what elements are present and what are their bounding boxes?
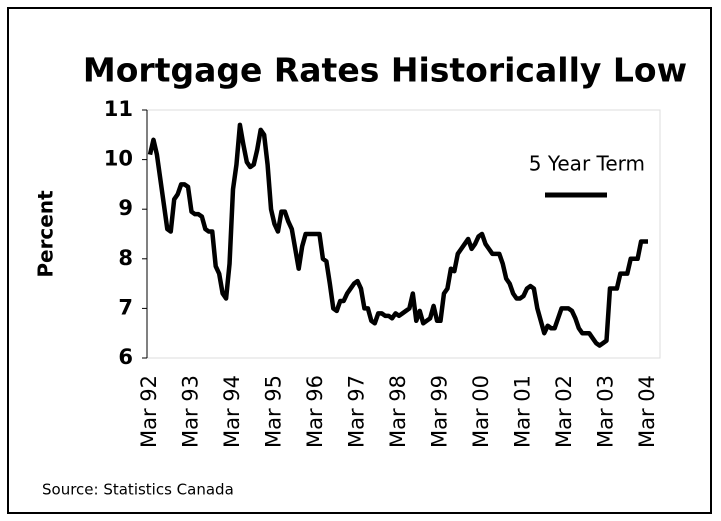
- y-tick-label: 7: [118, 295, 133, 319]
- x-tick-label: Mar 98: [386, 375, 410, 448]
- x-tick-label: Mar 96: [303, 375, 327, 448]
- legend-label: 5 Year Term: [529, 152, 645, 176]
- x-tick-label: Mar 92: [137, 375, 161, 448]
- y-axis-label: Percent: [34, 190, 58, 278]
- y-tick-label: 9: [118, 196, 133, 220]
- x-tick-label: Mar 99: [428, 375, 452, 448]
- y-tick-label: 6: [118, 345, 133, 369]
- x-tick-label: Mar 00: [469, 375, 493, 448]
- series-line: [147, 122, 648, 348]
- y-tick-label: 8: [118, 246, 133, 270]
- y-tick-label: 11: [104, 97, 133, 121]
- source-note: Source: Statistics Canada: [42, 481, 234, 499]
- chart-title: Mortgage Rates Historically Low: [83, 51, 687, 90]
- x-tick-label: Mar 01: [511, 375, 535, 448]
- outer-frame: [7, 7, 712, 514]
- x-tick-label: Mar 95: [262, 375, 286, 448]
- x-tick-label: Mar 03: [594, 375, 618, 448]
- y-tick-label: 10: [104, 147, 133, 171]
- x-tick-label: Mar 97: [345, 375, 369, 448]
- x-tick-label: Mar 94: [220, 375, 244, 448]
- x-tick-label: Mar 02: [552, 375, 576, 448]
- x-tick-label: Mar 93: [179, 375, 203, 448]
- x-tick-label: Mar 04: [635, 375, 659, 448]
